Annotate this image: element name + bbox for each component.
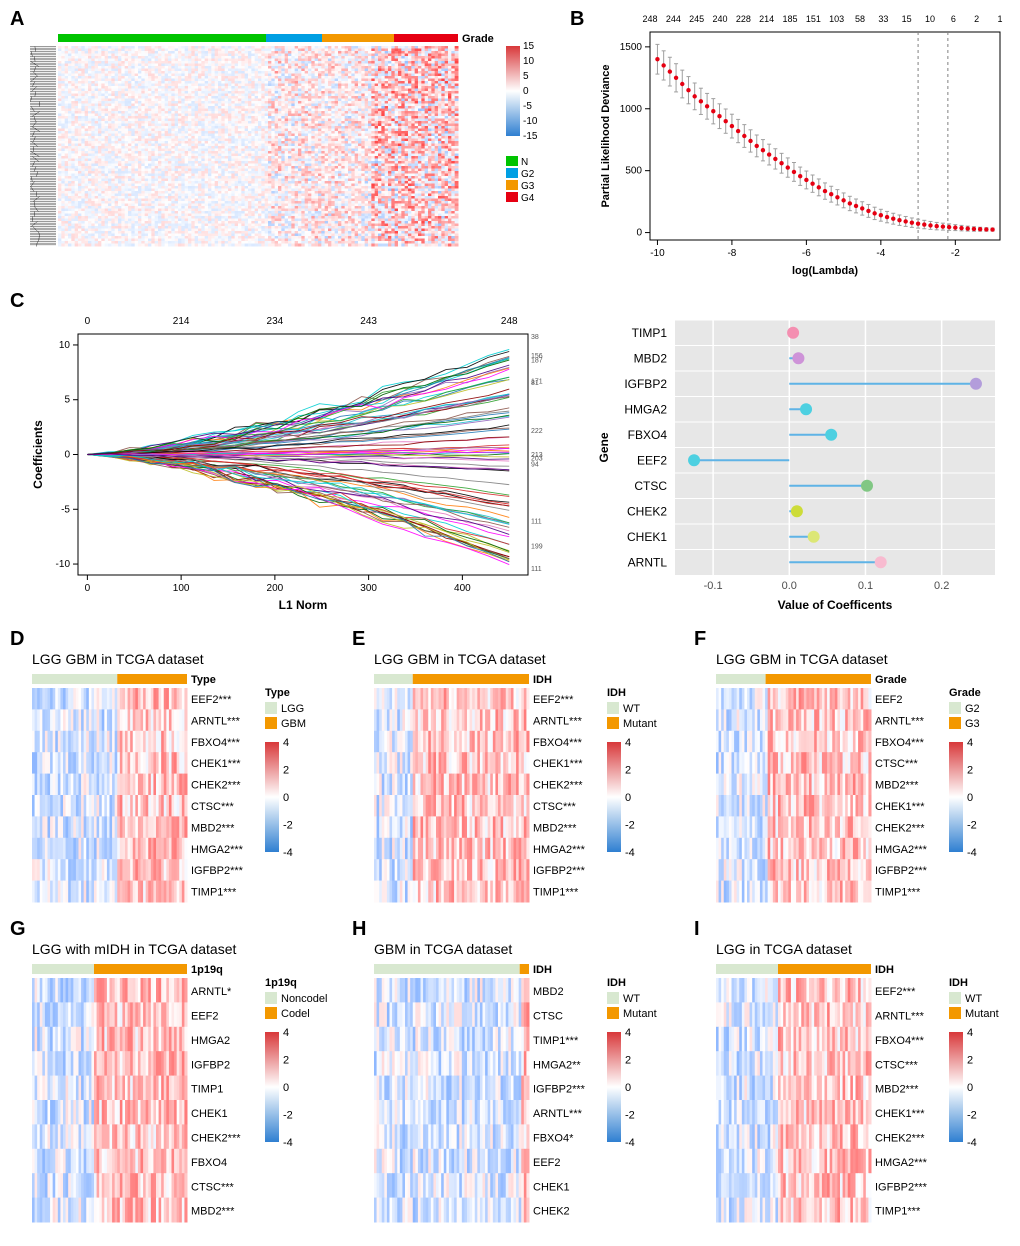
panel-label-b: B <box>570 8 584 31</box>
lasso-cv-plot: -10-8-6-4-2050010001500log(Lambda)Partia… <box>595 10 1010 280</box>
heatmap-d: LGG GBM in TCGA datasetTypeEEF2***ARNTL*… <box>28 650 344 910</box>
panel-label-g: G <box>10 918 26 941</box>
panel-label-c: C <box>10 290 24 313</box>
heatmap-i: LGG in TCGA datasetIDHEEF2***ARNTL***FBX… <box>712 940 1012 1230</box>
panel-label-e: E <box>352 628 365 651</box>
heatmap-g: LGG with mIDH in TCGA dataset1p19qARNTL*… <box>28 940 344 1230</box>
heatmap-panel-a: Grade-15-10-5051015NG2G3G4 <box>28 28 558 278</box>
heatmap-f: LGG GBM in TCGA datasetGradeEEF2ARNTL***… <box>712 650 1012 910</box>
heatmap-e: LGG GBM in TCGA datasetIDHEEF2***ARNTL**… <box>370 650 686 910</box>
heatmap-h: GBM in TCGA datasetIDHMBD2CTSCTIMP1***HM… <box>370 940 686 1230</box>
coefficient-lollipop: -0.10.00.10.2TIMP1MBD2IGFBP2HMGA2FBXO4EE… <box>590 310 1010 615</box>
lasso-coef-paths: 0100200300400-10-50510L1 NormCoefficient… <box>28 310 558 615</box>
panel-label-h: H <box>352 918 366 941</box>
panel-label-i: I <box>694 918 700 941</box>
panel-label-a: A <box>10 8 24 31</box>
panel-label-f: F <box>694 628 706 651</box>
panel-label-d: D <box>10 628 24 651</box>
svg-text:Grade: Grade <box>462 33 494 45</box>
